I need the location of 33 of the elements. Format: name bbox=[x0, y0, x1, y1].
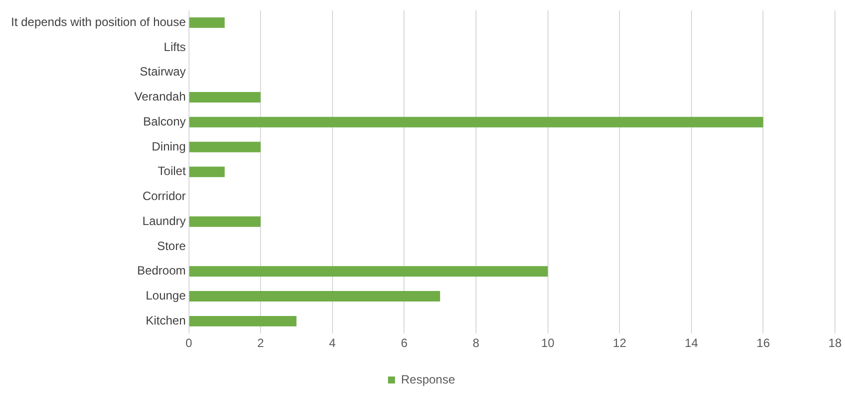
y-tick-label: Dining bbox=[152, 139, 186, 154]
x-tick-label: 10 bbox=[541, 336, 555, 350]
x-tick-label: 14 bbox=[684, 336, 698, 350]
x-tick-label: 16 bbox=[756, 336, 770, 350]
legend-label: Response bbox=[400, 372, 456, 386]
x-tick-label: 4 bbox=[329, 336, 336, 350]
x-tick-label: 6 bbox=[400, 336, 408, 350]
bar bbox=[189, 116, 764, 128]
y-tick-label: Lounge bbox=[146, 288, 186, 303]
x-tick-label: 0 bbox=[185, 336, 192, 350]
y-tick-label: Balcony bbox=[143, 114, 186, 128]
bar bbox=[189, 216, 261, 227]
y-tick-label: Kitchen bbox=[146, 313, 186, 328]
x-tick-label: 8 bbox=[472, 336, 480, 350]
y-tick-label: Lifts bbox=[164, 40, 186, 54]
x-tick-label: 2 bbox=[257, 336, 264, 350]
y-tick-label: It depends with position of house bbox=[10, 14, 186, 29]
x-tick-label: 12 bbox=[612, 336, 627, 350]
bar bbox=[189, 291, 440, 302]
bar bbox=[189, 266, 548, 277]
bar bbox=[189, 92, 261, 102]
x-tick-label: 18 bbox=[828, 336, 842, 350]
bar bbox=[189, 166, 225, 178]
y-tick-label: Toilet bbox=[158, 164, 186, 178]
bar bbox=[189, 316, 296, 326]
y-tick-label: Store bbox=[157, 238, 186, 253]
y-tick-label: Verandah bbox=[134, 90, 186, 104]
bar bbox=[189, 17, 225, 28]
y-tick-label: Bedroom bbox=[137, 264, 186, 278]
y-tick-label: Stairway bbox=[140, 64, 186, 79]
y-tick-label: Laundry bbox=[142, 214, 186, 228]
bar bbox=[189, 142, 261, 152]
y-tick-label: Corridor bbox=[142, 189, 186, 204]
